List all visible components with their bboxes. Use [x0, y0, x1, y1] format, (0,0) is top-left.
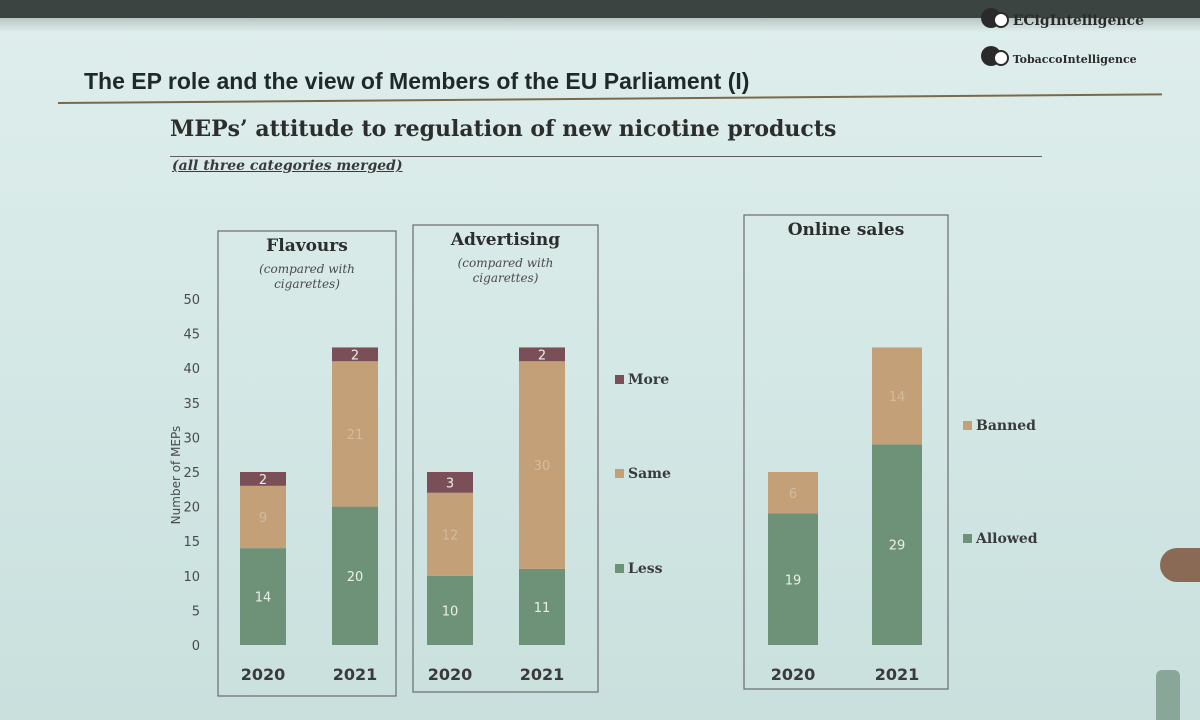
data-label: 29 — [889, 539, 906, 554]
legend-label: More — [628, 372, 669, 388]
bar-segment-same — [240, 485, 286, 549]
bar-segment-more — [519, 347, 565, 362]
bar-segment-same — [332, 361, 378, 507]
data-label: 10 — [442, 604, 459, 619]
bar-segment-more — [427, 472, 473, 493]
chart-caption: (all three categories merged) — [172, 158, 403, 174]
legend-label: Same — [628, 466, 671, 482]
panel-subtitle: cigarettes) — [473, 271, 539, 285]
y-tick-label: 30 — [183, 431, 200, 446]
data-label: 2 — [259, 473, 267, 488]
panel-frame — [412, 224, 599, 693]
y-tick-label: 0 — [192, 639, 200, 654]
panel-subtitle: (compared with — [259, 262, 355, 276]
bar-segment-banned — [872, 347, 922, 445]
bar-segment-more — [240, 472, 286, 486]
panel-frame — [217, 230, 397, 697]
bar-segment-allowed — [872, 444, 922, 645]
data-label: 21 — [347, 428, 364, 443]
brand-logo: ECigIntelligence TobaccoIntelligence — [980, 8, 1144, 84]
legend-label: Banned — [976, 418, 1036, 434]
bar-segment-less — [519, 568, 565, 645]
y-tick-label: 20 — [183, 501, 200, 516]
panel-title: Flavours — [266, 236, 348, 256]
data-label: 2 — [351, 348, 359, 363]
ecig-logo-icon — [980, 8, 1009, 34]
data-label: 6 — [789, 487, 797, 502]
bar-segment-less — [427, 575, 473, 645]
legend-label: Allowed — [975, 531, 1038, 547]
logo-line1: ECigIntelligence — [1012, 13, 1144, 29]
data-label: 14 — [255, 591, 272, 606]
y-tick-label: 25 — [183, 466, 200, 481]
legend-label: Less — [628, 561, 663, 577]
data-label: 12 — [442, 528, 459, 543]
x-tick-label: 2021 — [520, 665, 565, 684]
y-axis-label: Number of MEPs — [169, 426, 183, 525]
x-tick-label: 2020 — [771, 665, 816, 684]
legend-swatch-allowed — [963, 534, 972, 543]
legend-swatch-same — [615, 469, 624, 478]
data-label: 3 — [446, 476, 454, 491]
data-label: 2 — [538, 348, 546, 363]
logo-line2: TobaccoIntelligence — [1012, 52, 1137, 66]
panel-title: Advertising — [450, 230, 560, 250]
bar-segment-banned — [768, 472, 818, 514]
data-label: 20 — [347, 570, 364, 585]
y-tick-label: 35 — [183, 397, 200, 412]
y-tick-label: 40 — [183, 362, 200, 377]
legend-swatch-banned — [963, 421, 972, 430]
legend-swatch-less — [615, 564, 624, 573]
legend-swatch-more — [615, 375, 624, 384]
y-tick-label: 5 — [192, 604, 200, 619]
data-label: 9 — [259, 511, 267, 526]
panel-subtitle: (compared with — [458, 256, 554, 270]
data-label: 14 — [889, 390, 906, 405]
slide-title: The EP role and the view of Members of t… — [84, 68, 750, 94]
chart-heading: MEPs’ attitude to regulation of new nico… — [170, 116, 837, 142]
y-tick-label: 50 — [183, 293, 200, 308]
tobacco-logo-icon — [980, 46, 1009, 72]
projector-top-edge — [0, 0, 1200, 18]
y-tick-label: 15 — [183, 535, 200, 550]
heading-divider — [170, 156, 1042, 157]
x-tick-label: 2021 — [333, 665, 378, 684]
y-tick-label: 45 — [183, 328, 200, 343]
bar-segment-same — [519, 361, 565, 569]
panel-subtitle: cigarettes) — [274, 277, 340, 291]
bar-segment-less — [240, 548, 286, 645]
x-tick-label: 2021 — [875, 665, 920, 684]
bar-segment-more — [332, 347, 378, 362]
data-label: 19 — [785, 573, 802, 588]
x-tick-label: 2020 — [428, 665, 473, 684]
x-tick-label: 2020 — [241, 665, 286, 684]
panel-title: Online sales — [788, 220, 905, 240]
y-tick-label: 10 — [183, 570, 200, 585]
panel-frame — [743, 214, 949, 690]
water-bottle — [1156, 670, 1180, 720]
projector-shadow — [0, 18, 1200, 32]
presenter-hand — [1160, 548, 1200, 582]
bar-segment-less — [332, 506, 378, 645]
bar-segment-same — [427, 492, 473, 576]
data-label: 30 — [534, 459, 551, 474]
bar-segment-allowed — [768, 513, 818, 645]
data-label: 11 — [534, 601, 551, 616]
